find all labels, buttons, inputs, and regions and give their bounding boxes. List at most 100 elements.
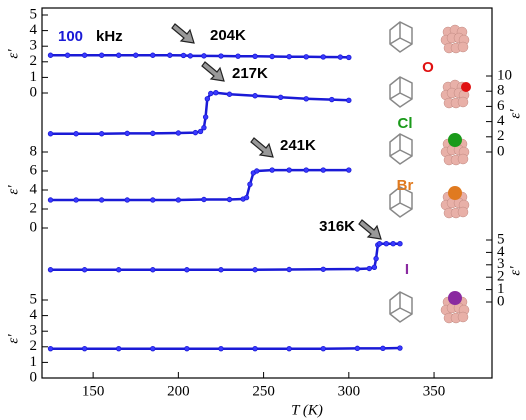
y-tick-label: 1: [30, 354, 38, 370]
data-point: [150, 198, 155, 203]
y-tick-label: 6: [30, 162, 38, 178]
data-point: [48, 198, 53, 203]
data-point: [198, 129, 203, 134]
data-point: [168, 53, 173, 58]
data-point: [133, 53, 138, 58]
data-point: [82, 53, 87, 58]
y-tick-label: 4: [497, 113, 505, 129]
y-tick-label: 2: [30, 338, 38, 354]
atom: [458, 97, 468, 107]
data-point: [391, 241, 396, 246]
data-point: [150, 346, 155, 351]
x-axis-label: T (K): [291, 402, 323, 418]
data-point: [253, 54, 258, 59]
data-point: [125, 131, 130, 136]
y-tick-label: 0: [30, 84, 38, 100]
data-point: [244, 195, 249, 200]
data-point: [48, 53, 53, 58]
y-tick-label: 3: [30, 323, 38, 339]
data-point: [367, 266, 372, 271]
data-point: [48, 267, 53, 272]
data-point: [321, 168, 326, 173]
data-point: [74, 131, 79, 136]
data-point: [372, 265, 377, 270]
substituent-atom: [448, 291, 462, 305]
data-point: [321, 55, 326, 60]
data-point: [116, 346, 121, 351]
data-point: [304, 55, 309, 60]
data-point: [347, 55, 352, 60]
data-point: [150, 53, 155, 58]
y-axis-label: ε': [507, 109, 523, 119]
y-tick-label: 4: [30, 181, 38, 197]
data-point: [253, 346, 258, 351]
data-point: [82, 346, 87, 351]
data-point: [347, 168, 352, 173]
data-point: [398, 241, 403, 246]
data-point: [287, 54, 292, 59]
data-point: [287, 267, 292, 272]
x-tick-label: 250: [252, 383, 275, 399]
data-point: [99, 198, 104, 203]
substituent-label: I: [405, 261, 409, 278]
y-axis-label: ε': [5, 49, 21, 59]
data-point: [278, 95, 283, 100]
data-point: [287, 168, 292, 173]
data-point: [219, 267, 224, 272]
data-point: [116, 267, 121, 272]
data-point: [287, 346, 292, 351]
y-tick-label: 2: [30, 53, 38, 69]
y-tick-label: 0: [30, 369, 38, 385]
molecule: [390, 133, 469, 165]
substituent-atom: [448, 186, 462, 200]
y-tick-label: 0: [497, 143, 505, 159]
arrow: [202, 62, 224, 81]
y-tick-label: 4: [30, 307, 38, 323]
y-tick-label: 5: [497, 231, 505, 247]
data-point: [202, 54, 207, 59]
data-line: [51, 348, 401, 349]
y-tick-label: 4: [30, 22, 38, 38]
data-point: [398, 346, 403, 351]
data-point: [355, 346, 360, 351]
data-point: [270, 54, 275, 59]
data-point: [214, 90, 219, 95]
data-point: [381, 346, 386, 351]
substituent-label: Cl: [398, 115, 413, 132]
data-point: [82, 267, 87, 272]
substituent-atom: [448, 133, 462, 147]
data-point: [219, 54, 224, 59]
data-point: [202, 197, 207, 202]
data-point: [304, 97, 309, 102]
y-tick-label: 5: [30, 291, 38, 307]
frequency-value: 100: [58, 28, 83, 45]
y-axis-label: ε': [507, 266, 523, 276]
cage: [390, 22, 412, 52]
data-point: [338, 55, 343, 60]
atom: [458, 42, 468, 52]
data-point: [185, 267, 190, 272]
arrow: [172, 24, 194, 43]
data-point: [205, 97, 210, 102]
data-point: [377, 241, 382, 246]
y-tick-label: 1: [30, 69, 38, 85]
data-point: [193, 130, 198, 135]
data-point: [203, 115, 208, 120]
data-point: [202, 125, 207, 130]
cage: [390, 77, 412, 107]
data-point: [329, 97, 334, 102]
atom: [458, 207, 468, 217]
y-tick-label: 3: [30, 38, 38, 54]
y-axis-label: ε': [5, 185, 21, 195]
y-tick-label: 0: [30, 219, 38, 235]
data-point: [347, 98, 352, 103]
cage: [390, 134, 412, 164]
data-point: [248, 182, 253, 187]
molecule: [390, 291, 469, 323]
data-point: [48, 346, 53, 351]
y-tick-label: 8: [497, 83, 505, 99]
data-point: [321, 267, 326, 272]
y-tick-label: 8: [30, 143, 38, 159]
x-tick-label: 300: [338, 383, 361, 399]
y-tick-label: 5: [30, 6, 38, 22]
